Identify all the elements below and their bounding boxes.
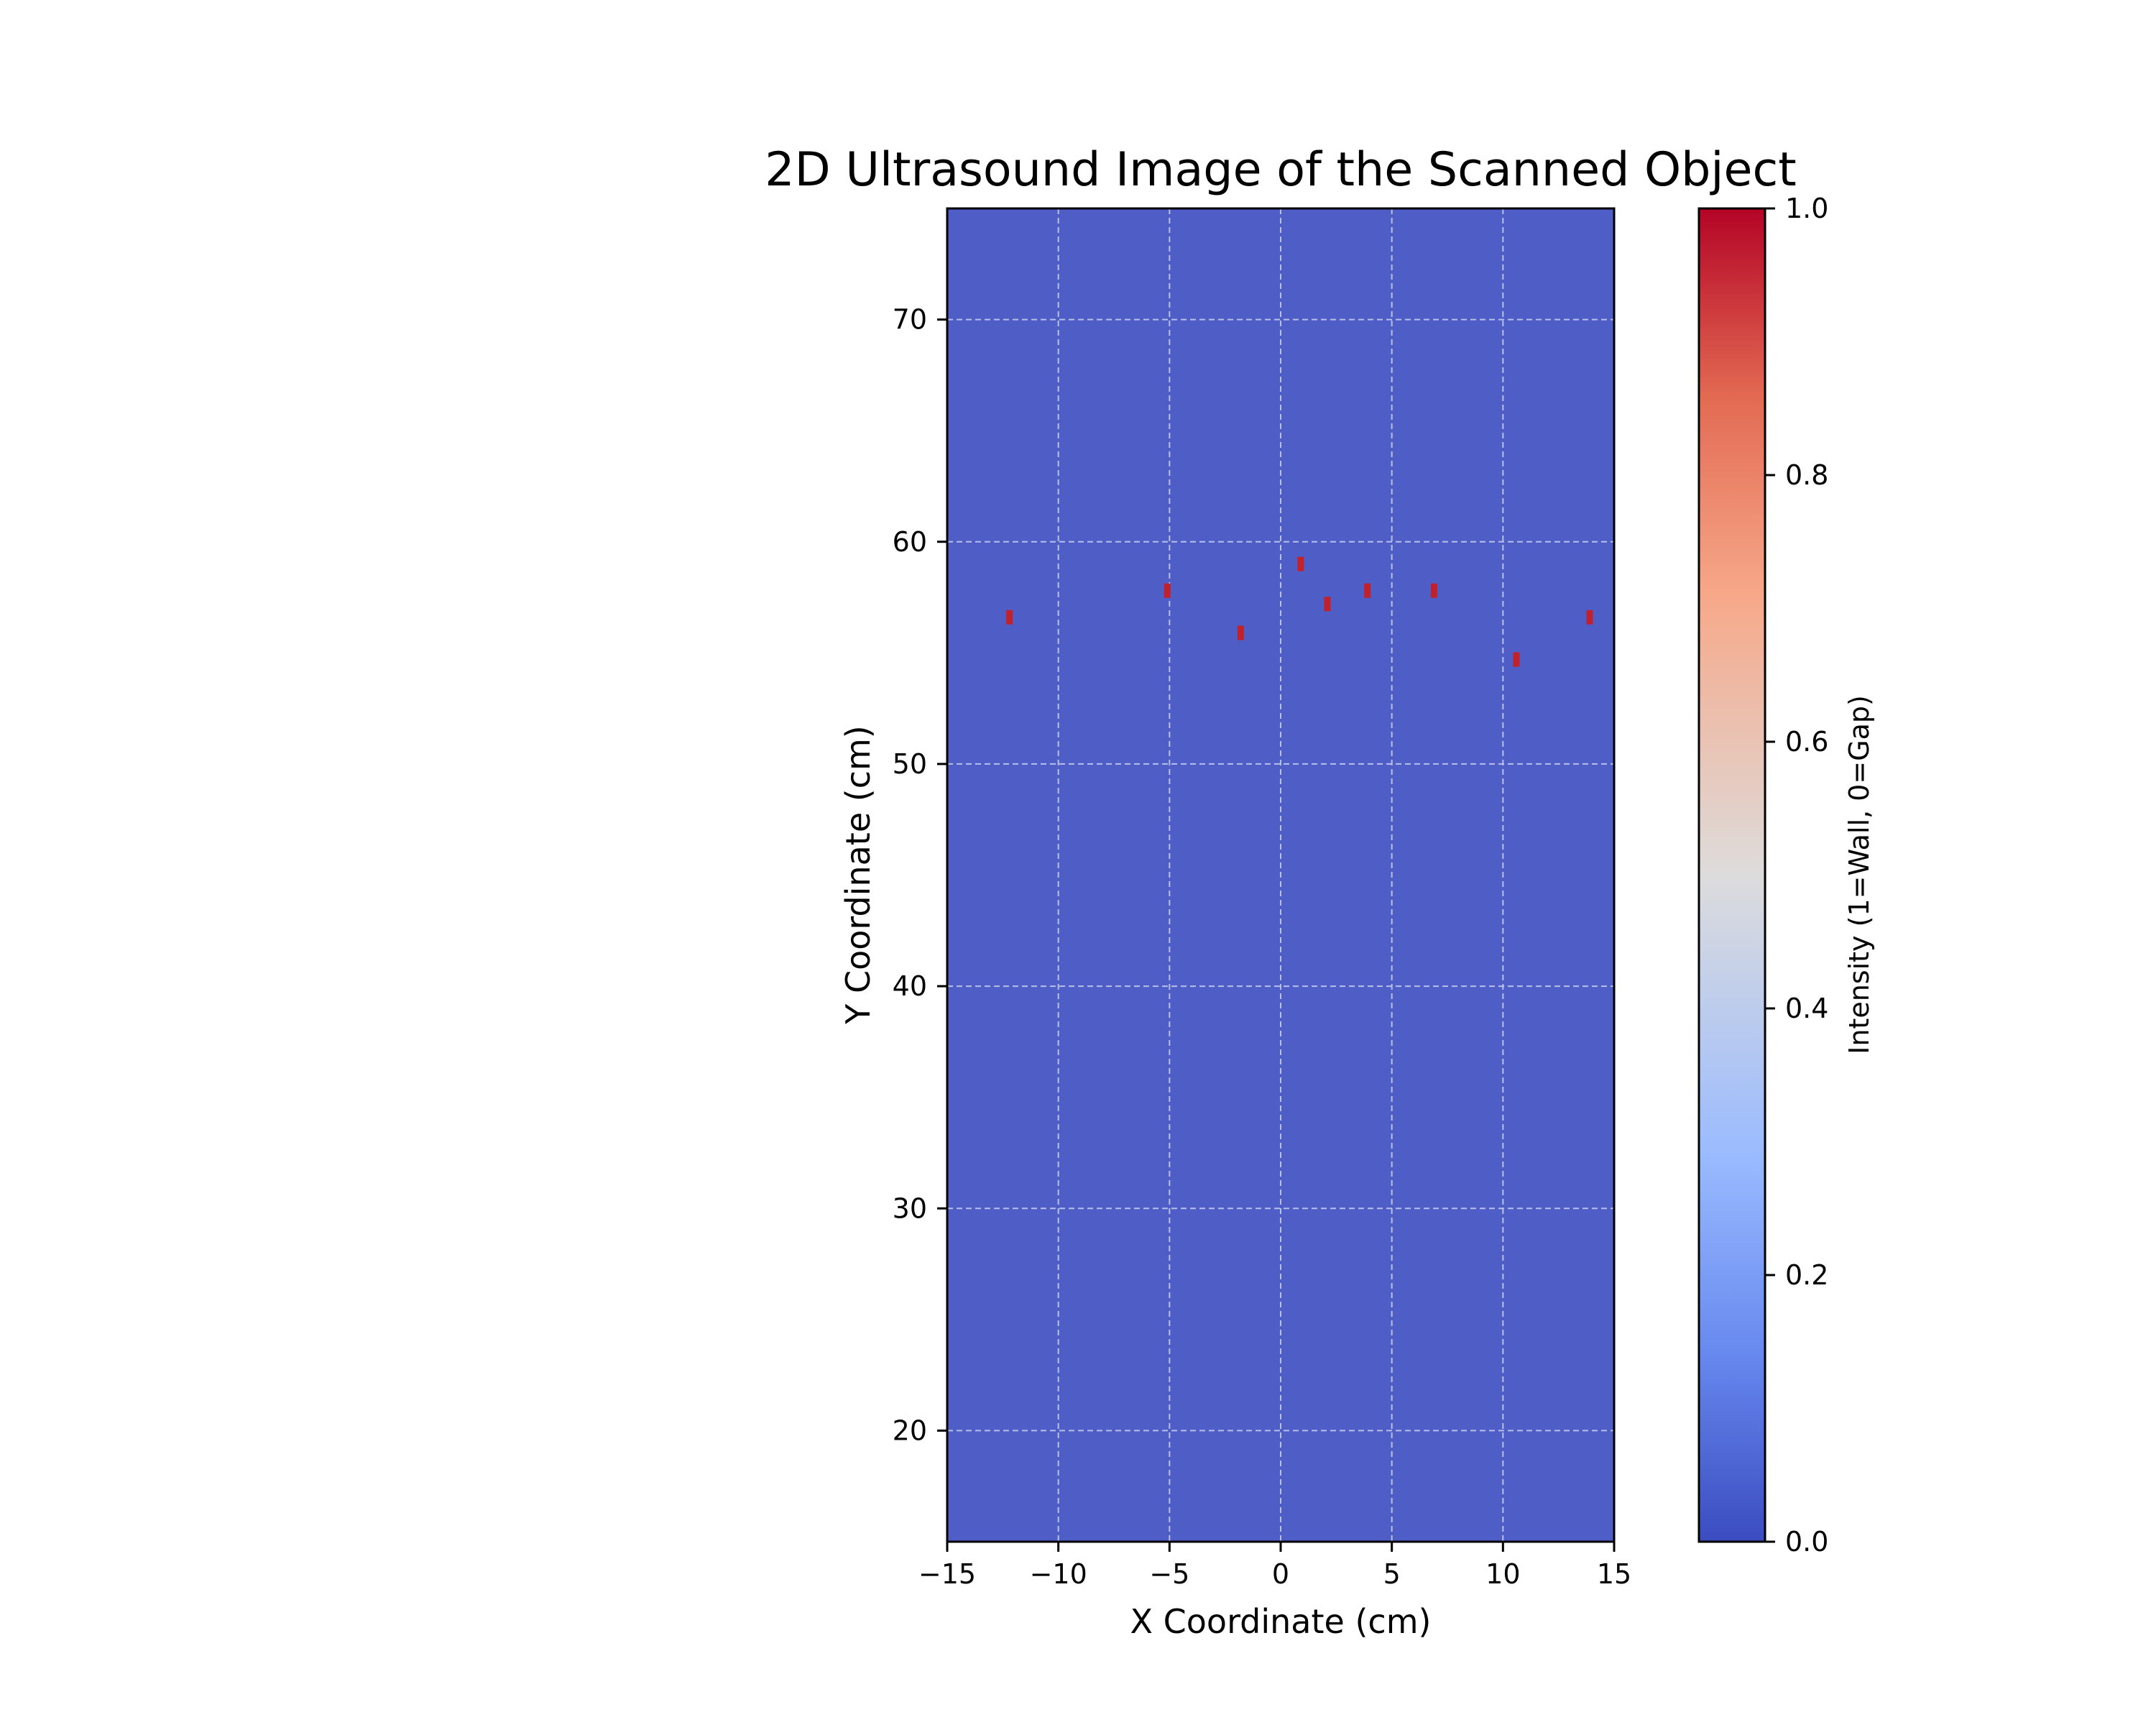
y-tick-label: 20	[893, 1414, 927, 1446]
colorbar-label: Intensity (1=Wall, 0=Gap)	[1843, 695, 1875, 1054]
data-point	[1513, 652, 1520, 667]
data-point	[1586, 610, 1593, 625]
chart-title: 2D Ultrasound Image of the Scanned Objec…	[765, 143, 1796, 197]
colorbar-tick-label: 0.6	[1785, 726, 1828, 758]
y-tick-label: 70	[893, 304, 927, 336]
colorbar: 0.0 0.2 0.4 0.6 0.8 1.0 Intensity (1=Wall, 0=…	[1697, 193, 1875, 1558]
x-tick-label: 5	[1383, 1558, 1401, 1590]
x-tick-label: 15	[1597, 1558, 1631, 1590]
colorbar-tick-label: 0.4	[1785, 993, 1828, 1024]
data-point	[1164, 583, 1171, 598]
x-tick-label: −15	[918, 1558, 976, 1590]
data-point	[1297, 556, 1304, 571]
x-axis-label: X Coordinate (cm)	[1130, 1602, 1432, 1641]
plot-area	[946, 207, 1616, 1543]
colorbar-tick-label: 0.0	[1785, 1526, 1828, 1558]
x-tick-label: −5	[1149, 1558, 1189, 1590]
data-point	[1237, 625, 1244, 640]
colorbar-tick-label: 0.2	[1785, 1259, 1828, 1291]
y-tick-label: 60	[893, 526, 927, 558]
data-point	[1430, 583, 1437, 598]
data-point	[1006, 610, 1013, 625]
y-tick-label: 50	[893, 748, 927, 780]
y-tick-label: 30	[893, 1192, 927, 1224]
y-axis-label: Y Coordinate (cm)	[839, 725, 877, 1025]
data-point	[1364, 583, 1371, 598]
grid-lines	[947, 208, 1614, 1542]
y-tick-label: 40	[893, 970, 927, 1002]
x-tick-label: 0	[1272, 1558, 1289, 1590]
x-axis-ticks: −15 −10 −5 0 5 10 15	[918, 1542, 1631, 1590]
colorbar-tick-label: 1.0	[1785, 193, 1828, 224]
data-points	[1006, 556, 1593, 667]
x-tick-label: 10	[1485, 1558, 1520, 1590]
colorbar-ticks: 0.0 0.2 0.4 0.6 0.8 1.0	[1765, 193, 1828, 1558]
y-axis-ticks: 20 30 40 50 60 70	[893, 304, 947, 1446]
colorbar-tick-label: 0.8	[1785, 459, 1828, 491]
data-point	[1324, 597, 1331, 612]
colorbar-gradient	[1697, 207, 1766, 1543]
x-tick-label: −10	[1030, 1558, 1087, 1590]
